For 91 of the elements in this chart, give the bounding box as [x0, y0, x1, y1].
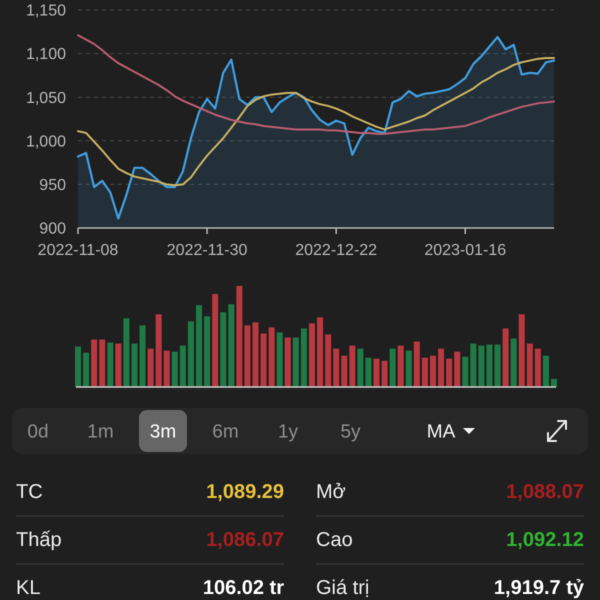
bar	[131, 344, 138, 387]
x-tick-label: 2023-01-16	[424, 242, 506, 259]
bar	[115, 344, 122, 387]
bar	[276, 332, 283, 387]
bar	[502, 328, 509, 387]
bar	[300, 328, 307, 387]
x-tick-label: 2022-11-30	[166, 242, 248, 259]
bar	[99, 340, 106, 387]
bar	[196, 305, 202, 387]
bar	[478, 346, 484, 387]
bar	[180, 346, 186, 387]
bar	[172, 352, 178, 387]
bar	[494, 344, 501, 387]
bar	[212, 294, 218, 387]
x-tick-label: 2022-11-08	[38, 242, 118, 259]
bar	[164, 350, 170, 387]
bar	[341, 356, 348, 387]
bar	[268, 327, 275, 387]
bar	[526, 344, 533, 387]
bar	[390, 348, 396, 387]
bar	[534, 348, 541, 387]
bar	[518, 314, 525, 387]
category-label: Cao	[316, 529, 353, 551]
bar	[204, 316, 210, 387]
bar	[244, 325, 250, 387]
bar	[107, 342, 114, 387]
text: 6m	[212, 422, 239, 443]
bar	[140, 325, 146, 387]
bar	[220, 312, 226, 387]
bar	[349, 346, 356, 387]
category-label: KL	[16, 577, 40, 599]
text: 1,089.29	[206, 481, 284, 503]
bar	[365, 358, 372, 387]
y-tick-label: 1,050	[26, 90, 66, 107]
bar	[462, 356, 468, 387]
x-tick-label: 2022-12-22	[295, 242, 378, 259]
text: 1y	[278, 422, 299, 443]
bar	[374, 358, 380, 387]
bar	[430, 356, 436, 387]
bar	[406, 350, 412, 387]
y-tick-label: 1,100	[26, 46, 66, 64]
category-label: Mở	[316, 481, 346, 503]
y-tick-label: 900	[39, 220, 66, 238]
bar	[542, 356, 549, 387]
bar	[91, 340, 98, 387]
bar	[292, 338, 299, 387]
bar	[228, 304, 234, 387]
category-label: Giá trị	[316, 577, 370, 599]
bar	[123, 318, 130, 387]
bar	[252, 322, 258, 387]
text: 1,088.07	[506, 481, 584, 503]
text: 1,086.07	[206, 529, 284, 551]
line-series	[77, 56, 555, 186]
bar	[382, 360, 388, 387]
bar	[357, 348, 364, 387]
bar	[83, 352, 90, 387]
bar	[398, 346, 404, 387]
text: 1,092.12	[506, 529, 584, 551]
text: 0d	[27, 422, 49, 443]
bar	[422, 358, 428, 387]
y-tick-label: 950	[39, 177, 66, 194]
line-series	[77, 34, 555, 135]
bar	[446, 358, 452, 387]
text: 106.02 tr	[202, 577, 284, 599]
y-tick-label: 1,150	[26, 2, 66, 20]
category-label: Thấp	[16, 529, 62, 551]
bar	[236, 286, 242, 387]
bar	[308, 323, 315, 387]
bar	[260, 333, 267, 387]
text: 3m	[150, 422, 176, 443]
bar	[470, 344, 476, 387]
bar	[188, 321, 194, 387]
bar	[333, 348, 340, 387]
bar	[317, 317, 324, 387]
y-tick-label: 1,000	[26, 133, 66, 150]
bar	[325, 334, 332, 387]
bar	[486, 344, 492, 387]
bar	[75, 346, 81, 387]
bar	[156, 314, 162, 387]
bar	[284, 338, 291, 387]
bar	[414, 342, 420, 387]
text: MA	[426, 422, 456, 443]
text: 5y	[340, 422, 362, 443]
bar	[454, 352, 460, 387]
text: 1m	[87, 422, 114, 443]
text: 1,919.7 tỷ	[494, 577, 584, 599]
bar	[148, 348, 154, 387]
bar	[438, 348, 444, 387]
bar	[551, 378, 557, 387]
category-label: TC	[16, 481, 43, 503]
bar	[510, 338, 517, 387]
